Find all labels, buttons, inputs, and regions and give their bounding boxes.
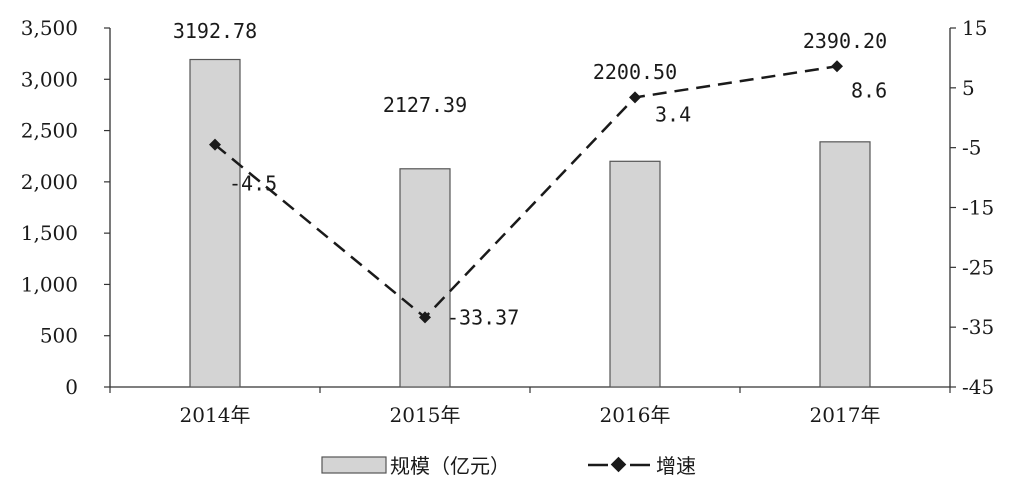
right-axis-tick-label: -15 [962, 196, 994, 220]
bar-data-label: 2390.20 [803, 29, 887, 53]
line-data-label: -4.5 [229, 172, 277, 196]
legend-diamond-marker [610, 456, 627, 473]
legend-line-label: 增速 [656, 454, 696, 478]
line-series [209, 60, 843, 324]
left-axis-tick-label: 2,000 [21, 170, 78, 194]
bar [399, 168, 451, 388]
bar-data-labels: 3192.78 2127.39 2200.50 2390.20 [173, 19, 887, 117]
bar-data-label: 2127.39 [383, 93, 467, 117]
left-axis-ticks: 0 500 1,000 1,500 2,000 2,500 3,000 3,500 [21, 16, 110, 399]
growth-line [214, 65, 838, 320]
x-axis-tick-label: 2015年 [390, 403, 461, 427]
legend: 规模（亿元） 增速 [321, 454, 696, 478]
x-axis-tick-label: 2017年 [810, 403, 881, 427]
bar [189, 58, 241, 388]
left-axis-tick-label: 0 [65, 375, 78, 399]
right-axis-tick-label: -25 [962, 255, 994, 279]
right-axis-tick-label: -5 [962, 136, 981, 160]
right-axis-tick-label: 5 [962, 76, 975, 100]
bar-data-label: 3192.78 [173, 19, 257, 43]
right-axis-ticks: -45 -35 -25 -15 -5 5 15 [950, 16, 994, 399]
left-axis-tick-label: 1,000 [21, 272, 78, 296]
bar [609, 160, 661, 388]
x-axis-ticks: 2014年 2015年 2016年 2017年 [180, 403, 881, 427]
line-point [629, 91, 641, 104]
x-axis-tick-label: 2016年 [600, 403, 671, 427]
line-point [419, 311, 431, 324]
bar [819, 141, 871, 388]
legend-bar-label: 规模（亿元） [390, 454, 510, 478]
x-axis-tick-label: 2014年 [180, 403, 251, 427]
right-axis-tick-label: -45 [962, 375, 994, 399]
left-axis-tick-label: 2,500 [21, 119, 78, 143]
left-axis-tick-label: 1,500 [21, 221, 78, 245]
line-data-labels: -4.5 -33.37 3.4 8.6 [229, 78, 887, 329]
line-data-label: 8.6 [851, 78, 887, 102]
line-data-label: 3.4 [655, 102, 691, 126]
left-axis-tick-label: 500 [40, 324, 78, 348]
line-point [209, 138, 221, 151]
right-axis-tick-label: 15 [962, 16, 987, 40]
bar-data-label: 2200.50 [593, 60, 677, 84]
right-axis-tick-label: -35 [962, 315, 994, 339]
bar-series [189, 58, 871, 388]
left-axis-tick-label: 3,500 [21, 16, 78, 40]
left-axis-tick-label: 3,000 [21, 67, 78, 91]
legend-bar-swatch [321, 456, 387, 474]
line-point [831, 60, 843, 73]
line-data-label: -33.37 [447, 305, 519, 329]
